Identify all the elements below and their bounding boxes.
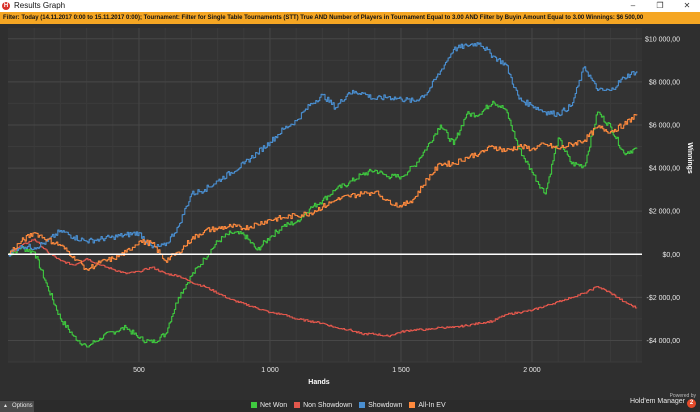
y-axis-title: Winnings xyxy=(686,142,693,174)
brand-badge: Powered by Hold'em Manager 2 xyxy=(630,393,696,408)
x-tick-label: 1 000 xyxy=(261,367,279,374)
series-line-all-in-ev xyxy=(8,113,638,271)
bottom-bar xyxy=(0,400,700,412)
minimize-button[interactable]: – xyxy=(630,1,636,10)
legend-item-all-in-ev[interactable]: All-In EV xyxy=(409,400,446,412)
legend-label: Net Won xyxy=(260,402,288,409)
x-tick-label: 2 000 xyxy=(523,367,541,374)
x-tick-label: 500 xyxy=(133,367,145,374)
hm2-logo-icon: 2 xyxy=(687,399,696,408)
y-tick-label: $8 000,00 xyxy=(649,79,680,86)
options-arrow-icon: ▲ xyxy=(3,403,8,409)
legend-swatch xyxy=(409,402,416,408)
plot-background xyxy=(8,28,642,362)
y-tick-label: $6 000,00 xyxy=(649,122,680,129)
options-button[interactable]: ▲ Options xyxy=(0,401,34,412)
winnings-value: $6 500,00 xyxy=(616,15,644,21)
winnings-label: Winnings: xyxy=(585,15,615,21)
close-button[interactable]: ✕ xyxy=(683,1,691,10)
results-chart-area: $10 000,00 $8 000,00 $6 000,00 $4 000,00 $2 … xyxy=(0,24,700,400)
y-tick-label: -$4 000,00 xyxy=(647,338,681,345)
powered-by-text: Powered by xyxy=(669,393,696,399)
legend-swatch xyxy=(359,402,366,408)
results-chart: $10 000,00 $8 000,00 $6 000,00 $4 000,00 $2 … xyxy=(8,28,693,386)
legend-item-showdown[interactable]: Showdown xyxy=(359,400,402,412)
legend-label: Non Showdown xyxy=(303,402,353,409)
y-tick-label: -$2 000,00 xyxy=(647,295,681,302)
x-axis-title: Hands xyxy=(308,379,330,386)
window-title: Results Graph xyxy=(14,1,66,10)
x-tick-label: 1 500 xyxy=(392,367,410,374)
app-logo-icon: H xyxy=(2,2,10,10)
y-tick-label: $0,00 xyxy=(662,252,680,259)
restore-button[interactable]: ❐ xyxy=(656,1,664,10)
y-tick-label: $4 000,00 xyxy=(649,166,680,173)
chart-series xyxy=(8,42,638,348)
legend-swatch xyxy=(294,402,301,408)
filter-bar: Filter: Today (14.11.2017 0:00 to 15.11.… xyxy=(0,12,700,24)
filter-text: Today (14.11.2017 0:00 to 15.11.2017 0:0… xyxy=(21,15,585,21)
filter-label: Filter: xyxy=(3,15,20,21)
options-label: Options xyxy=(12,403,33,409)
y-axis-ticks: $10 000,00 $8 000,00 $6 000,00 $4 000,00 $2 … xyxy=(645,36,680,345)
brand-name: Hold'em Manager xyxy=(629,398,685,405)
x-axis-ticks: 500 1 000 1 500 2 000 xyxy=(133,367,541,374)
y-tick-label: $10 000,00 xyxy=(645,36,680,43)
series-line-net-won xyxy=(8,100,638,348)
series-line-showdown xyxy=(8,42,638,257)
legend-label: All-In EV xyxy=(418,402,446,409)
legend-swatch xyxy=(251,402,257,408)
window-titlebar: H Results Graph – ❐ ✕ xyxy=(0,0,700,12)
series-line-non-showdown xyxy=(8,238,638,338)
legend-label: Showdown xyxy=(368,402,403,409)
legend-item-net-won[interactable]: Net Won xyxy=(251,400,287,412)
chart-legend: Net Won Non Showdown Showdown All-In EV xyxy=(251,400,453,412)
y-tick-label: $2 000,00 xyxy=(649,209,680,216)
legend-item-non-showdown[interactable]: Non Showdown xyxy=(294,400,352,412)
